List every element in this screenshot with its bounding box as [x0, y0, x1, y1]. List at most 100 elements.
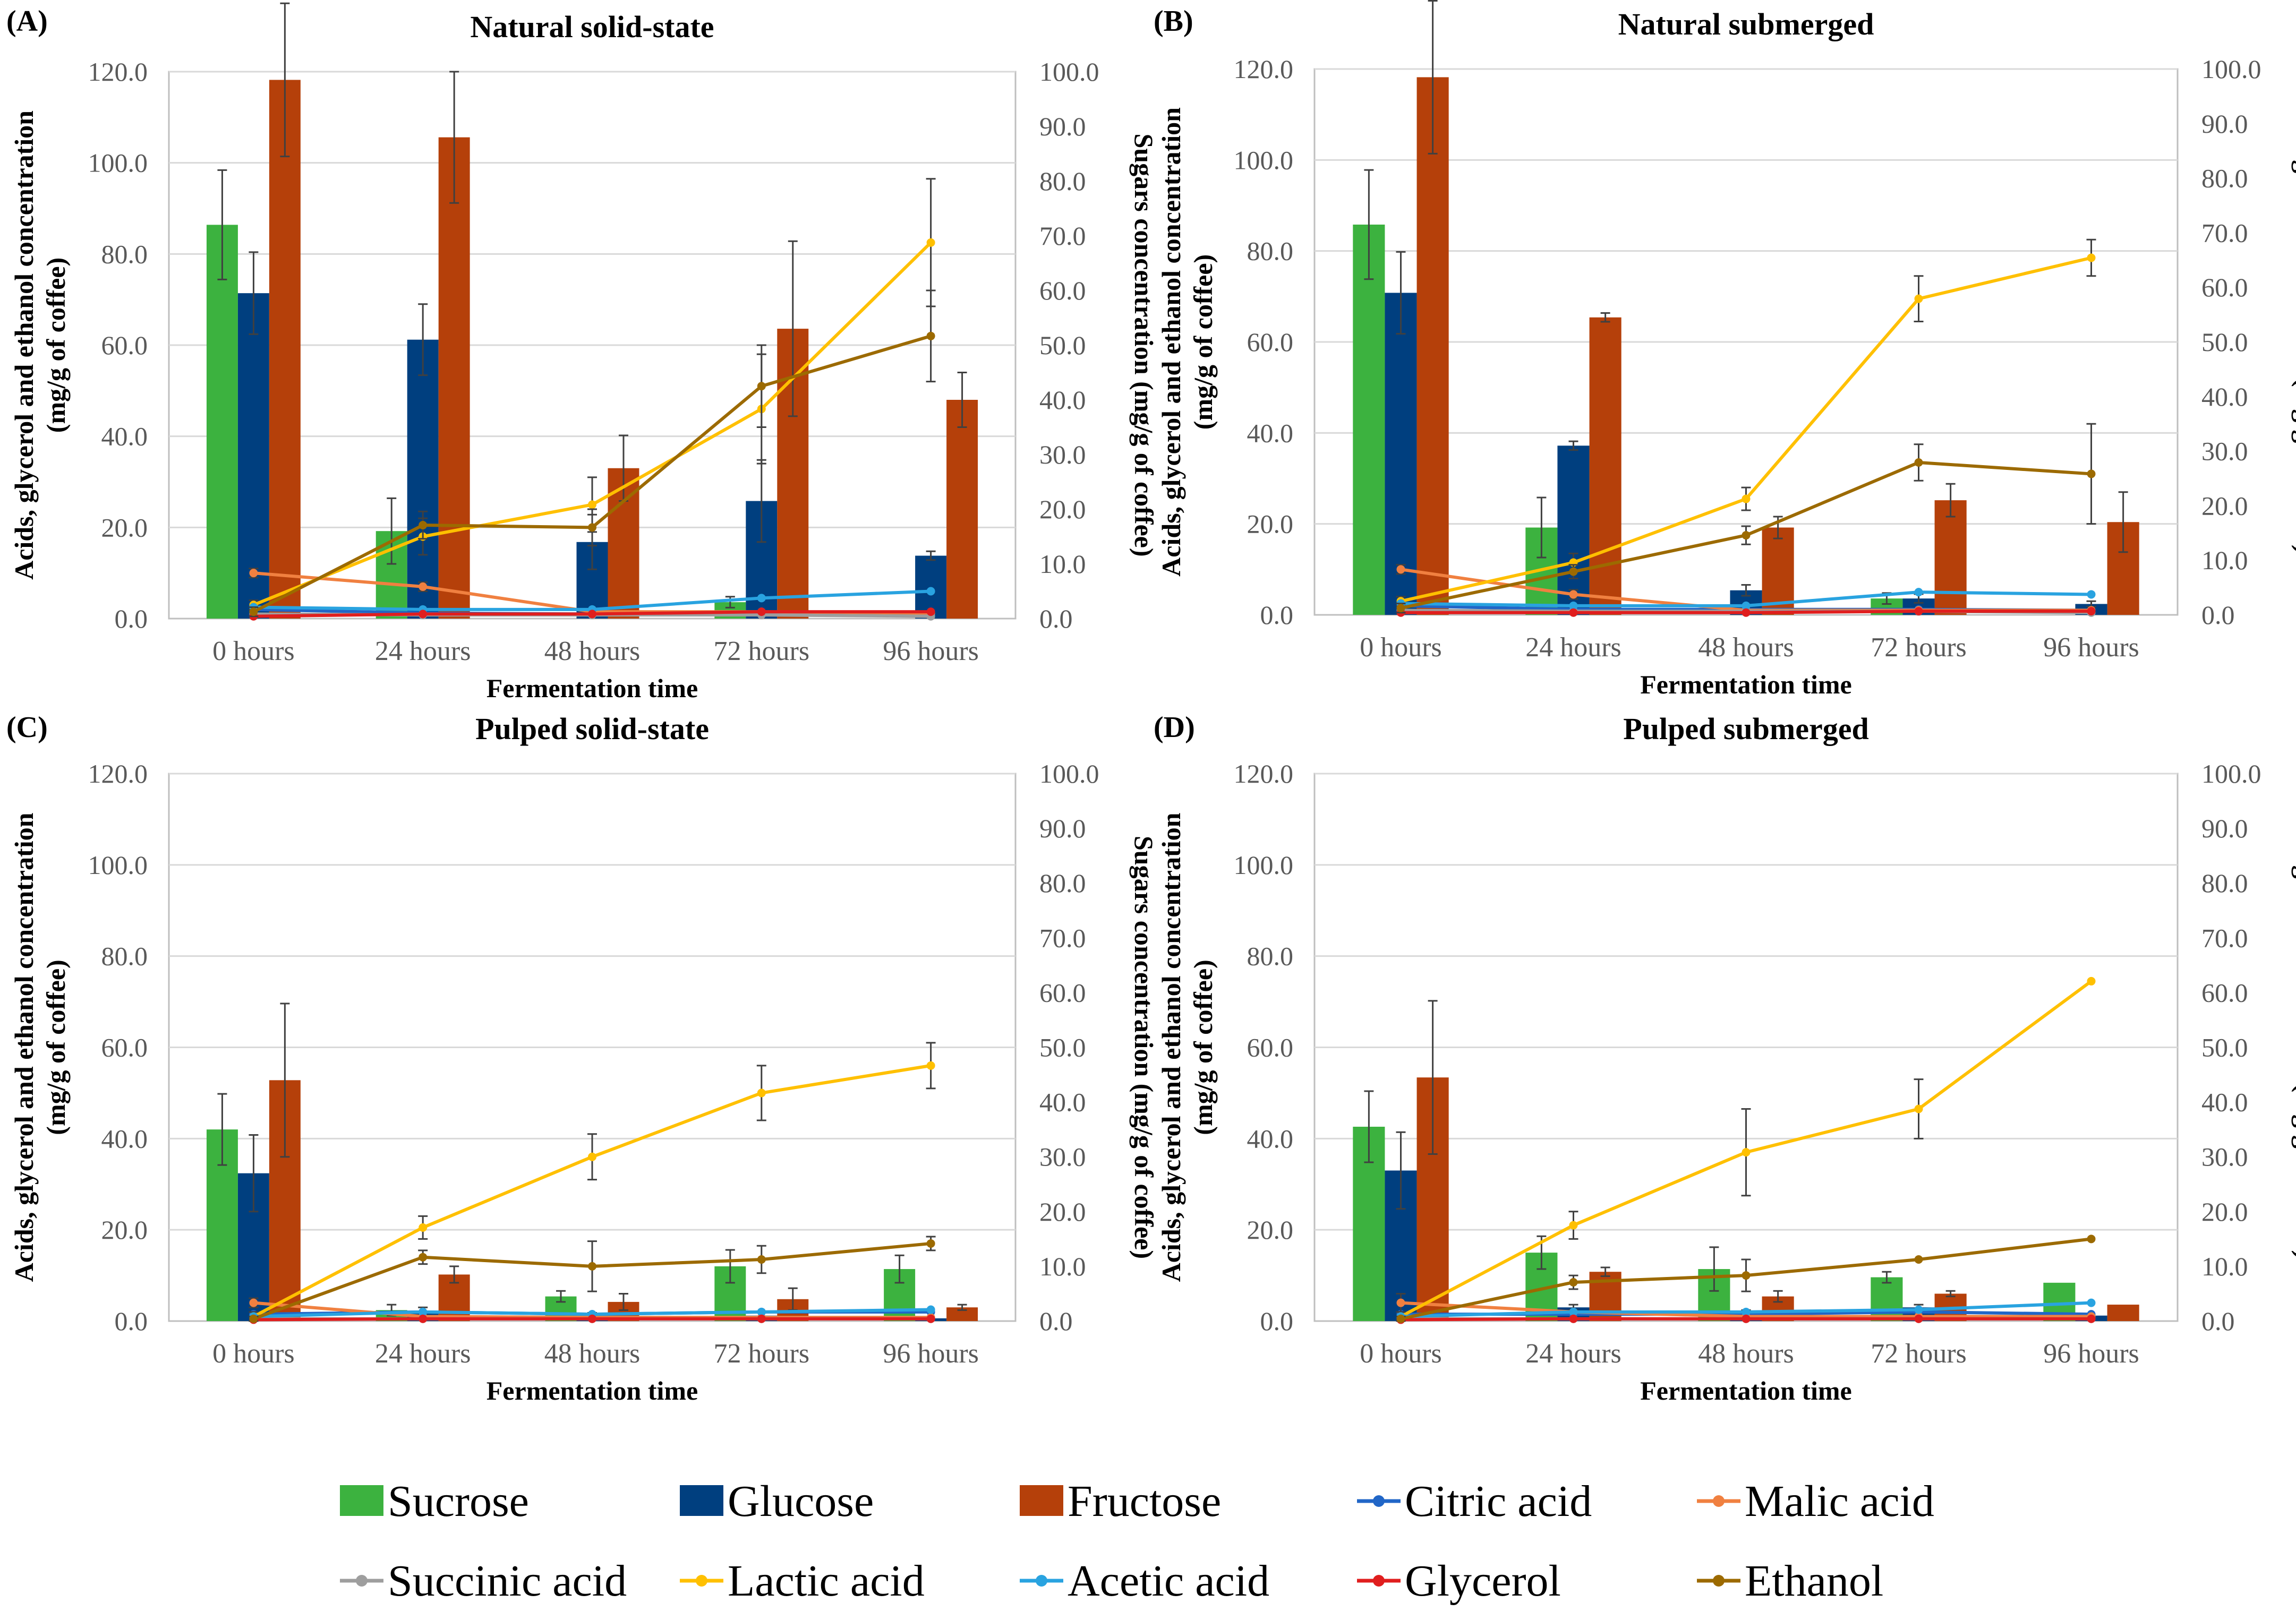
point-ethanol	[419, 521, 428, 530]
y2-tick-label: 80.0	[1039, 166, 1086, 196]
error-bar	[1568, 440, 1578, 451]
point-lactic-acid	[926, 1061, 935, 1070]
y-tick-label: 0.0	[1260, 600, 1294, 630]
legend-label: Glucose	[728, 1477, 874, 1526]
point-glycerol	[926, 607, 935, 616]
point-lactic-acid	[2087, 976, 2096, 985]
error-bar	[1709, 1246, 1719, 1292]
y-axis-title-line2: (mg/g of coffee)	[1188, 959, 1218, 1135]
x-tick-label: 48 hours	[1698, 1339, 1794, 1369]
error-bar	[387, 497, 397, 565]
point-glycerol	[1569, 608, 1578, 617]
y2-tick-label: 10.0	[2201, 1252, 2248, 1281]
point-ethanol	[1914, 458, 1923, 467]
legend-marker	[1373, 1495, 1385, 1507]
error-bar	[556, 1290, 566, 1303]
y2-tick-label: 40.0	[2201, 382, 2248, 412]
x-tick-label: 72 hours	[714, 1339, 810, 1369]
y2-tick-label: 30.0	[2201, 1142, 2248, 1172]
legend-swatch	[1020, 1485, 1063, 1516]
line-series-ethanol	[249, 1236, 936, 1323]
point-malic-acid	[419, 582, 428, 591]
panel-label: (A)	[6, 5, 48, 38]
legend-label: Succinic acid	[388, 1556, 627, 1606]
point-ethanol	[1396, 1314, 1405, 1323]
x-tick-label: 72 hours	[1871, 1339, 1967, 1369]
point-ethanol	[1396, 604, 1405, 613]
point-malic-acid	[249, 569, 258, 578]
point-acetic-acid	[757, 1307, 766, 1316]
x-tick-label: 48 hours	[544, 636, 641, 666]
y2-tick-label: 80.0	[2201, 868, 2248, 898]
point-ethanol	[249, 607, 258, 616]
y-tick-label: 20.0	[101, 512, 148, 542]
y2-tick-label: 40.0	[1039, 385, 1086, 415]
point-ethanol	[1742, 531, 1751, 540]
x-tick-label: 0 hours	[212, 636, 295, 666]
y2-axis-title: Sugars concentration (mg/g of coffee)	[2291, 836, 2296, 1259]
y2-tick-label: 30.0	[2201, 436, 2248, 466]
y2-tick-label: 0.0	[2201, 600, 2235, 630]
bar-glucose	[1385, 293, 1417, 615]
bar-fructose	[1416, 77, 1449, 615]
x-axis-title: Fermentation time	[486, 1376, 698, 1405]
error-bar	[449, 1265, 459, 1284]
point-malic-acid	[1396, 1298, 1405, 1307]
y2-tick-label: 90.0	[2201, 813, 2248, 843]
point-glycerol	[1914, 1314, 1923, 1323]
error-bar	[1600, 1266, 1610, 1277]
y2-tick-label: 0.0	[2201, 1306, 2235, 1336]
y-tick-label: 100.0	[88, 148, 148, 178]
line-series-ethanol	[1396, 1235, 2096, 1323]
point-glycerol	[1742, 1314, 1751, 1323]
legend-item-sucrose: Sucrose	[340, 1477, 529, 1526]
line-series-ethanol	[249, 289, 936, 618]
y2-tick-label: 60.0	[2201, 272, 2248, 302]
bar-fructose	[1934, 500, 1967, 615]
y2-tick-label: 20.0	[2201, 491, 2248, 520]
x-tick-label: 24 hours	[375, 636, 471, 666]
error-bar	[1600, 312, 1610, 323]
point-glycerol	[419, 1314, 428, 1323]
error-bar	[894, 1254, 904, 1284]
bar-sucrose	[1871, 1277, 1903, 1321]
y2-tick-label: 100.0	[1039, 759, 1099, 788]
legend-swatch	[340, 1485, 383, 1516]
bar-sucrose	[1353, 224, 1385, 615]
x-tick-label: 48 hours	[1698, 632, 1794, 663]
y-tick-label: 60.0	[101, 330, 148, 360]
point-ethanol	[1742, 1271, 1751, 1280]
panel-title: Natural submerged	[1618, 7, 1874, 41]
point-acetic-acid	[926, 1305, 935, 1314]
point-glycerol	[757, 607, 766, 616]
legend-label: Fructose	[1068, 1477, 1221, 1526]
legend-label: Acetic acid	[1068, 1556, 1269, 1606]
y2-tick-label: 70.0	[1039, 923, 1086, 953]
y-tick-label: 80.0	[1247, 236, 1294, 266]
bar-glucose	[407, 339, 439, 619]
panel-title: Pulped submerged	[1623, 712, 1868, 746]
point-glycerol	[1569, 1314, 1578, 1323]
error-bar	[1945, 1290, 1956, 1298]
point-ethanol	[419, 1253, 428, 1262]
y2-tick-label: 90.0	[1039, 813, 1086, 843]
point-glycerol	[926, 1314, 935, 1323]
point-ethanol	[588, 523, 596, 532]
x-axis-title: Fermentation time	[486, 673, 698, 703]
y-tick-label: 100.0	[1234, 850, 1294, 880]
error-bar	[1396, 1131, 1406, 1210]
y2-tick-label: 80.0	[2201, 164, 2248, 193]
y-tick-label: 40.0	[101, 422, 148, 451]
y-tick-label: 100.0	[1234, 145, 1294, 175]
y2-tick-label: 0.0	[1039, 1306, 1073, 1336]
y2-tick-label: 50.0	[2201, 1033, 2248, 1062]
point-acetic-acid	[1742, 1307, 1751, 1316]
x-axis-title: Fermentation time	[1640, 670, 1851, 699]
y2-tick-label: 60.0	[1039, 276, 1086, 305]
point-ethanol	[757, 382, 766, 391]
error-bar	[788, 240, 798, 417]
error-bar	[725, 1249, 735, 1284]
point-lactic-acid	[2087, 253, 2096, 262]
bar-series-sucrose	[206, 169, 746, 619]
error-bar	[1945, 483, 1956, 518]
